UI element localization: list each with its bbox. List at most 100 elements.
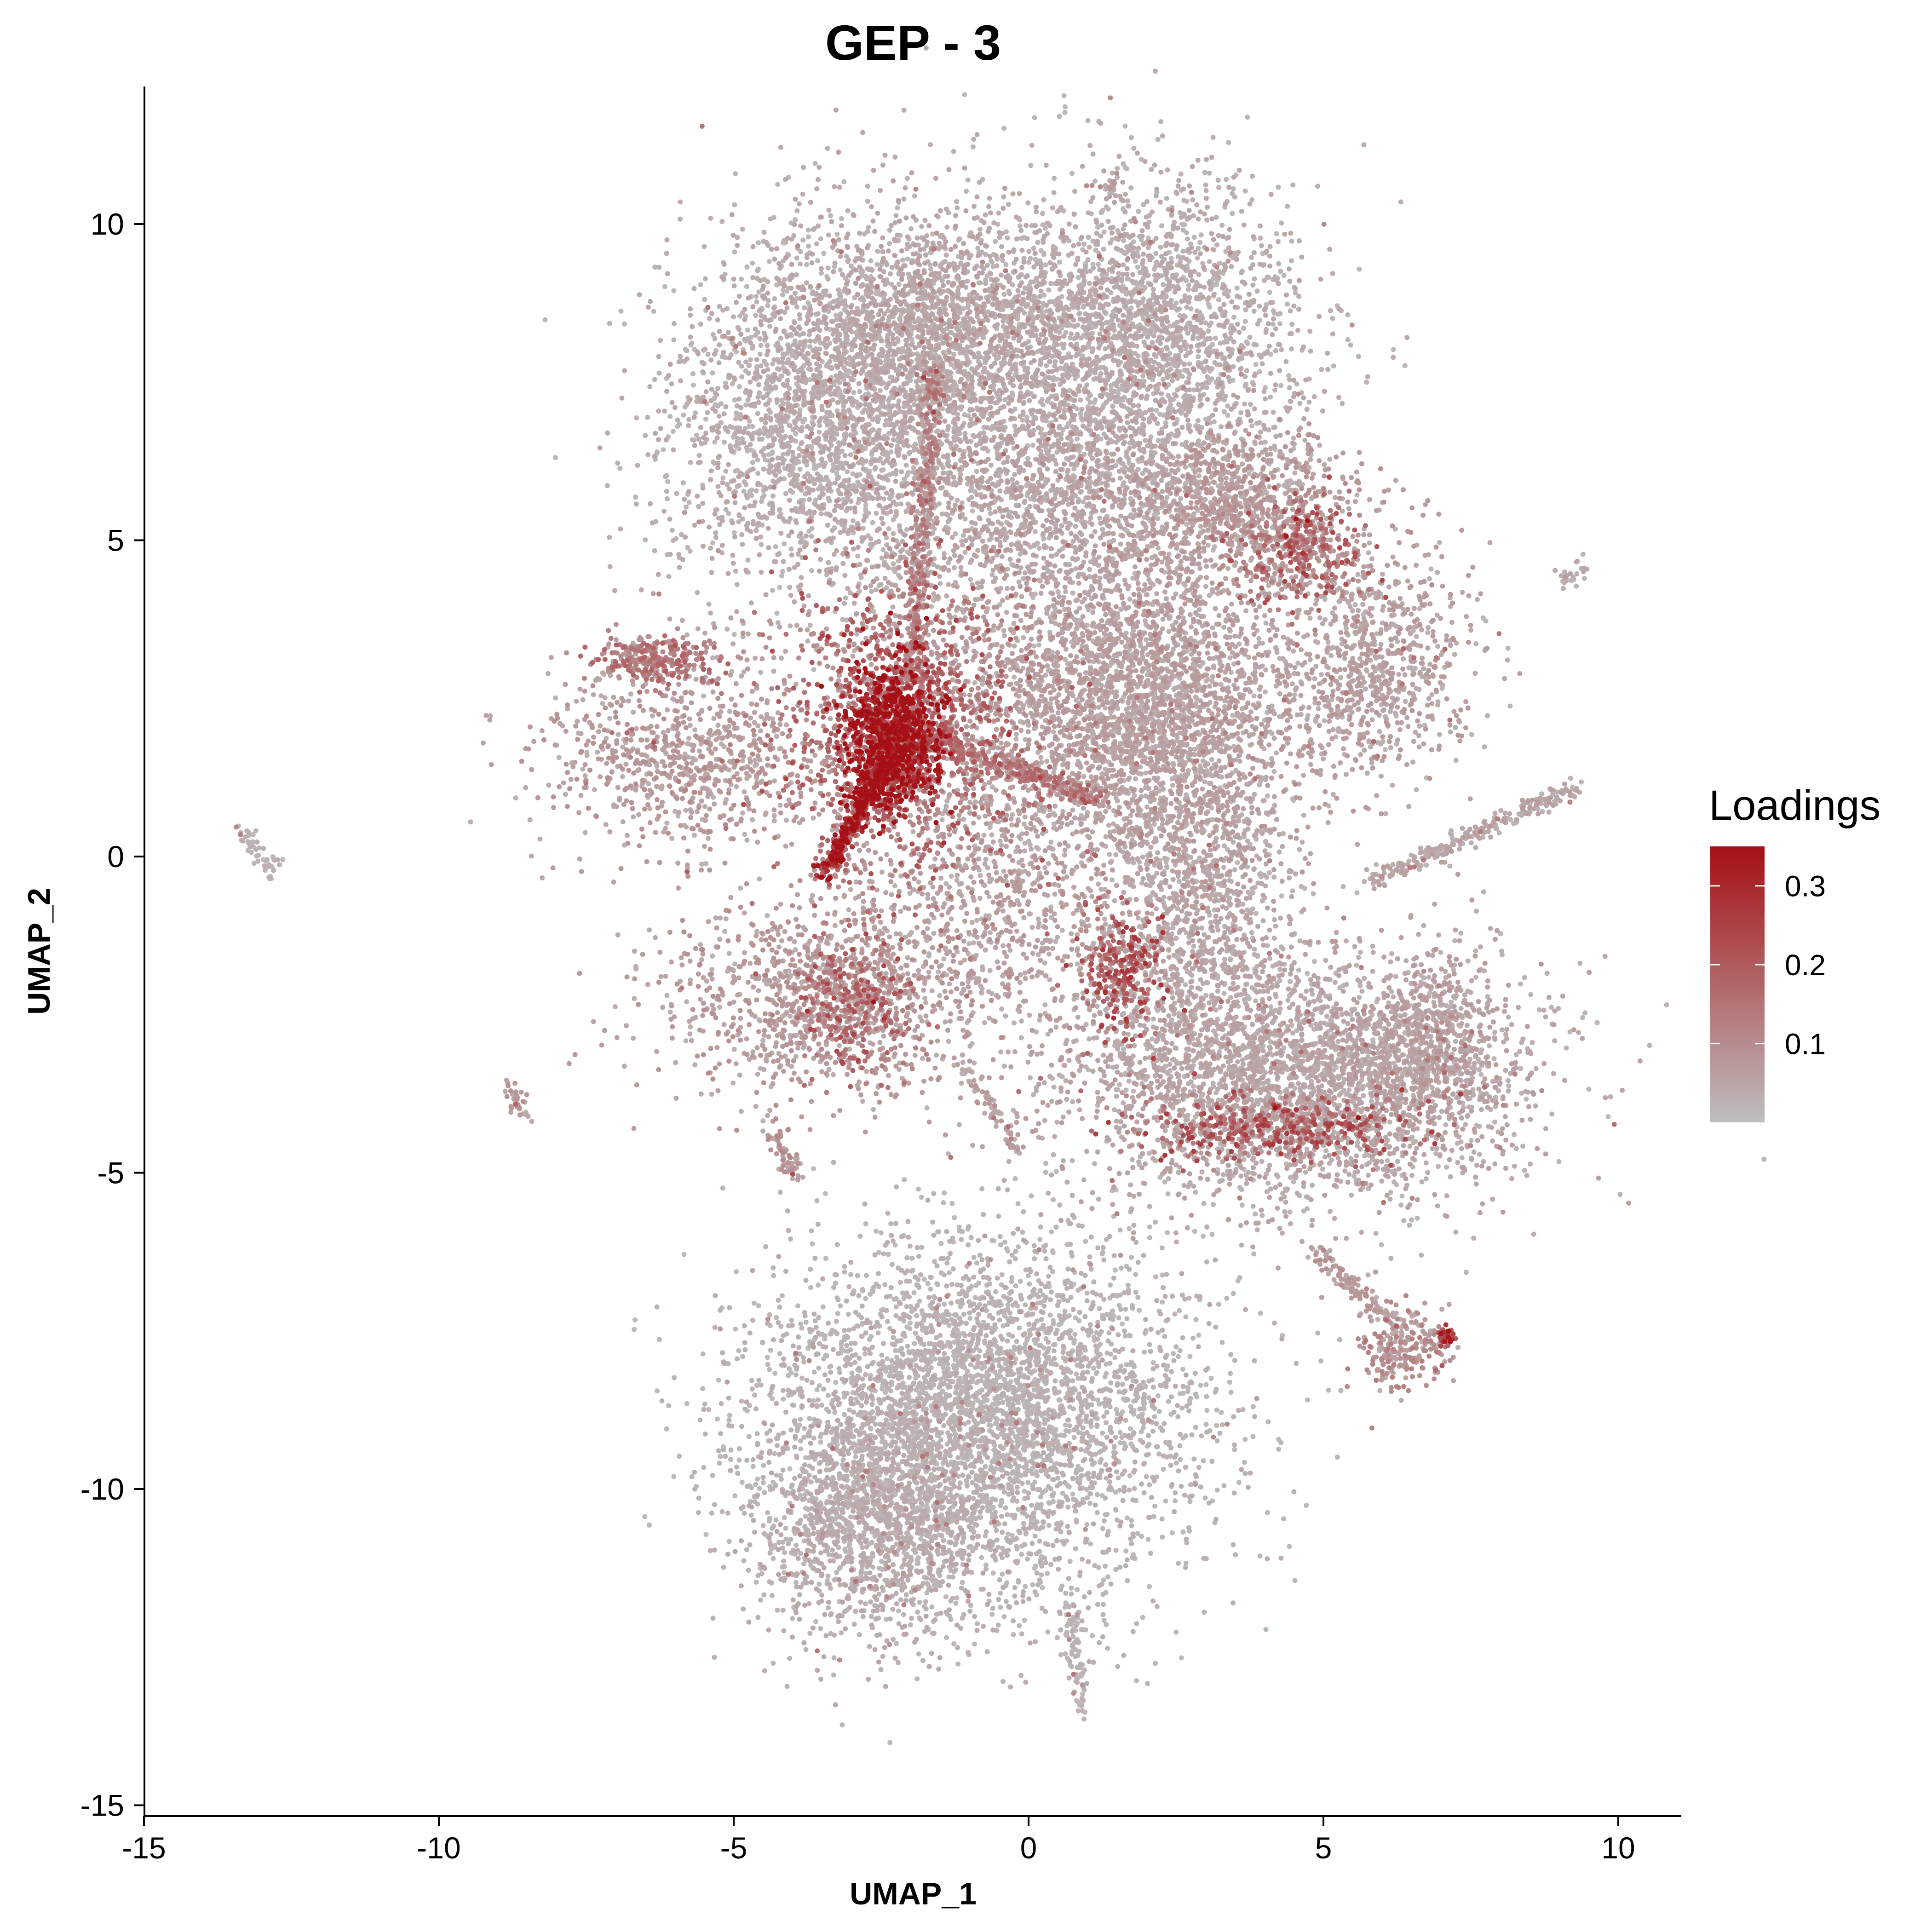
data-point <box>1016 1507 1021 1512</box>
data-point <box>888 1221 893 1226</box>
data-point <box>1147 1342 1152 1347</box>
data-point <box>1304 1503 1309 1508</box>
data-point <box>1151 1360 1156 1365</box>
data-point <box>1160 1300 1165 1305</box>
data-point <box>926 1281 931 1286</box>
data-point <box>973 1295 978 1300</box>
data-point <box>898 1280 903 1285</box>
data-point <box>799 1376 805 1381</box>
data-point <box>823 1256 828 1261</box>
data-point <box>885 1319 890 1324</box>
data-point <box>816 1282 821 1288</box>
data-point <box>745 328 750 333</box>
data-point <box>764 1431 769 1436</box>
data-point <box>1127 1488 1132 1493</box>
data-point <box>1188 1499 1193 1504</box>
data-point <box>702 1402 707 1407</box>
data-point <box>751 1464 756 1469</box>
data-point <box>1095 1492 1100 1497</box>
data-point <box>1016 1244 1021 1249</box>
data-point <box>798 1438 803 1443</box>
data-point <box>1305 971 1310 976</box>
data-point <box>739 276 744 282</box>
data-point <box>1136 209 1141 214</box>
data-point <box>1013 1176 1018 1181</box>
data-point <box>1204 1394 1209 1399</box>
data-point <box>770 1556 776 1561</box>
data-point <box>952 1215 957 1220</box>
data-point <box>1522 1168 1527 1173</box>
data-point <box>1196 1333 1201 1338</box>
data-point <box>846 1328 851 1333</box>
data-point <box>1045 1571 1050 1576</box>
data-point <box>925 1105 930 1110</box>
data-point <box>1203 1422 1208 1427</box>
data-point <box>717 1461 722 1466</box>
data-point <box>693 410 698 415</box>
data-point <box>848 1272 853 1277</box>
data-point <box>1054 1169 1059 1174</box>
data-point <box>1116 1475 1121 1480</box>
data-point <box>891 1335 896 1340</box>
data-point <box>727 1413 732 1418</box>
data-point <box>995 1421 1000 1426</box>
data-point <box>942 1190 947 1196</box>
data-point <box>863 502 868 507</box>
data-point <box>722 440 727 445</box>
data-point <box>1204 1408 1209 1413</box>
data-point <box>975 1621 980 1626</box>
data-point <box>1192 235 1197 240</box>
data-point <box>789 1318 794 1323</box>
data-point <box>1337 1337 1342 1342</box>
data-point <box>1048 1313 1053 1318</box>
data-point <box>1165 1230 1170 1235</box>
data-point <box>782 1550 787 1555</box>
data-point <box>1192 1229 1197 1234</box>
data-point <box>855 553 860 558</box>
data-point <box>1154 408 1159 413</box>
data-point <box>739 374 744 380</box>
data-point <box>954 1601 959 1606</box>
data-point <box>1025 1557 1030 1562</box>
data-point <box>1125 1516 1130 1521</box>
data-point <box>1037 1539 1042 1544</box>
data-point <box>974 1260 979 1265</box>
data-point <box>1118 1430 1123 1435</box>
data-point <box>690 1474 695 1479</box>
data-point <box>1133 1272 1138 1277</box>
data-point <box>1067 1429 1072 1434</box>
data-point <box>942 1302 947 1307</box>
data-point <box>863 1296 868 1301</box>
data-point <box>794 1543 799 1548</box>
data-point <box>1101 1602 1106 1607</box>
data-point <box>908 1321 913 1326</box>
data-point <box>1265 1510 1270 1515</box>
data-point <box>787 1466 792 1472</box>
data-point <box>998 1503 1003 1508</box>
data-point <box>1231 1414 1236 1419</box>
data-point <box>991 1570 996 1576</box>
data-point <box>914 1676 920 1681</box>
data-point <box>1002 1313 1007 1318</box>
data-point <box>962 1421 967 1426</box>
data-point <box>1103 1564 1108 1569</box>
data-point <box>1106 1330 1111 1335</box>
data-point <box>1152 1504 1157 1509</box>
data-point <box>1357 267 1362 272</box>
data-point <box>1190 1432 1195 1438</box>
data-point <box>756 1303 761 1308</box>
data-point <box>1220 1340 1225 1345</box>
data-point <box>1041 251 1046 256</box>
data-point <box>753 294 759 299</box>
data-point <box>1141 1425 1146 1430</box>
data-point <box>826 1393 831 1398</box>
data-point <box>553 455 558 460</box>
data-point <box>1424 862 1429 868</box>
data-point <box>790 1616 795 1621</box>
data-point <box>803 1455 808 1460</box>
data-point <box>777 1351 782 1356</box>
data-point <box>733 469 738 474</box>
data-point <box>1063 1651 1068 1656</box>
data-point <box>839 1346 844 1351</box>
data-point <box>1070 171 1075 176</box>
